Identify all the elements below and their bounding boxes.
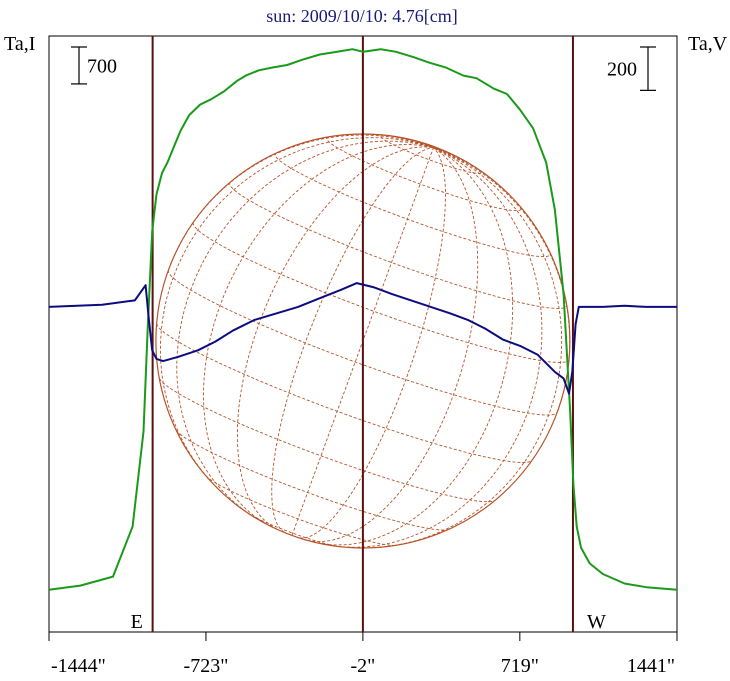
scale-bar-label: 700 [87,55,117,77]
longitude-line [433,147,571,413]
longitude-line [433,147,440,149]
longitude-line [433,147,498,184]
series-stokes-i-line [48,48,678,591]
longitude-line [236,146,434,530]
longitude-line [307,147,479,543]
longitude-line [433,147,468,163]
x-tick-label: -723" [184,655,229,677]
longitude-line [373,147,563,549]
scale-bar-label: 200 [607,59,637,81]
latitude-line [175,430,449,531]
longitude-line [271,147,434,533]
latitude-line [192,222,570,363]
x-tick-label: 719" [501,655,539,677]
right-axis-label: Ta,V [688,33,728,55]
left-scale-bar: 700 [71,46,117,85]
longitude-line [159,137,434,493]
latitude-line [247,512,340,548]
x-tick-label: -2" [350,655,375,677]
limb-marker-label: W [587,611,606,633]
longitude-line [176,140,434,515]
right-scale-bar: 200 [607,46,656,91]
latitude-line [326,136,522,212]
latitude-line [229,181,568,309]
longitude-line [299,147,446,539]
limb-marker-label: E [131,611,143,633]
x-tick-label: 1441" [627,655,675,677]
longitude-line [433,147,445,152]
longitude-line [433,147,449,153]
chart-title: sun: 2009/10/10: 4.76[cm] [266,6,458,26]
longitude-line [337,147,543,548]
longitude-line [167,134,434,271]
solar-disk-grid [155,133,571,549]
longitude-line [362,133,434,149]
left-axis-label: Ta,I [4,33,35,55]
series-stokes-v-line [48,282,677,395]
latitude-line [159,378,495,503]
longitude-line [313,147,514,546]
x-tick-label: -1444" [51,655,106,677]
longitude-line [291,147,434,536]
longitude-line [203,144,434,527]
